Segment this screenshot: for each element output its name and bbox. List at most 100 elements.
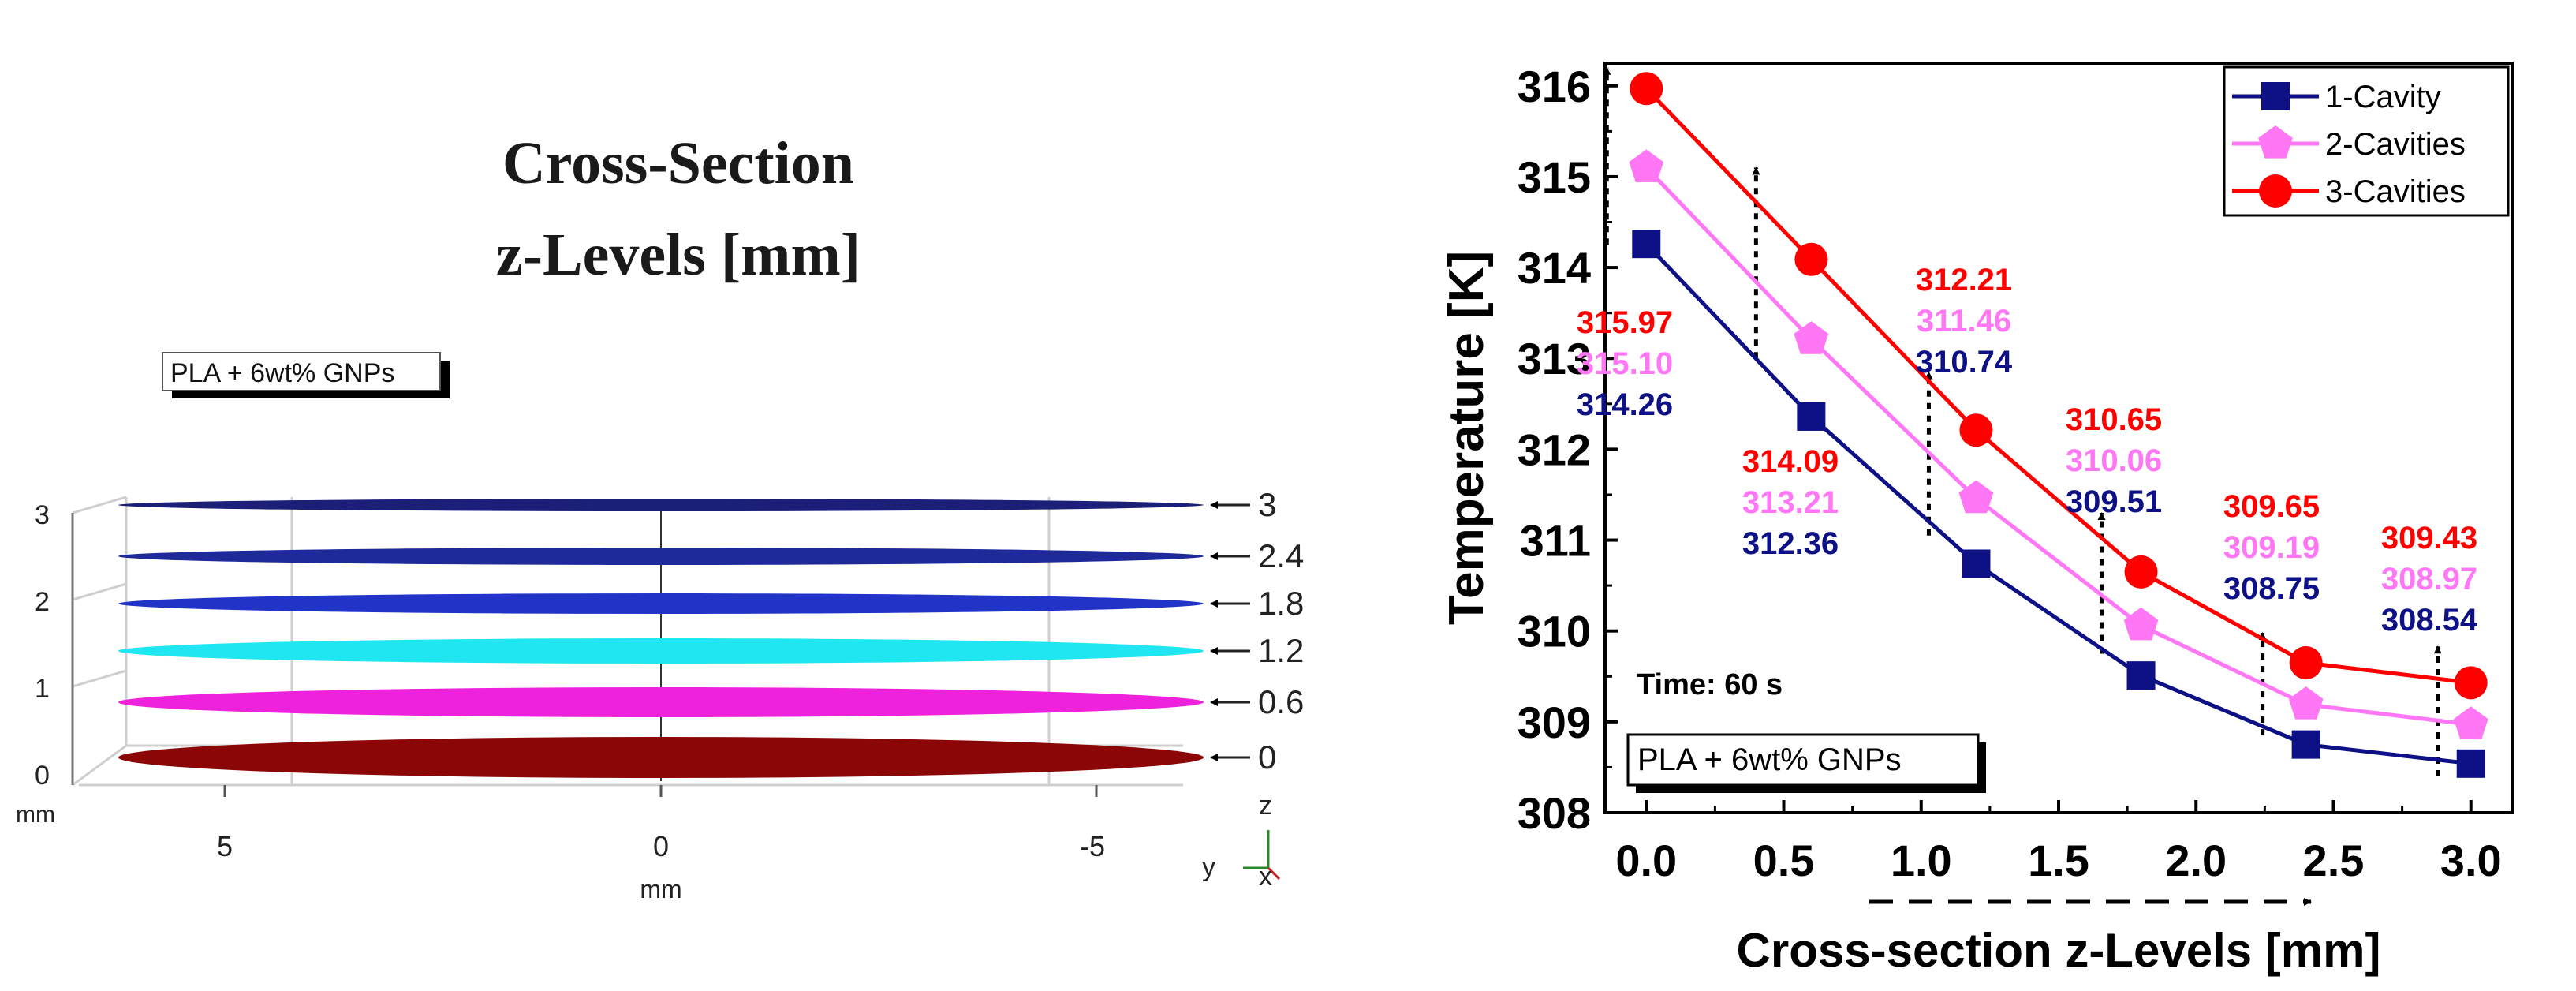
z-tick-0: 0	[35, 761, 50, 791]
y-tick-label: 312	[1518, 424, 1591, 474]
series-line-1	[1645, 242, 2471, 766]
data-point-3	[1959, 413, 1993, 447]
x-axis-title: Cross-section z-Levels [mm]	[1737, 924, 2381, 977]
x-tick-0: 0	[653, 830, 669, 862]
level-ellipse-0	[118, 499, 1204, 511]
level-label-0: 3	[1258, 486, 1276, 523]
data-point-3	[2124, 555, 2158, 589]
chart-material-box: PLA + 6wt% GNPs	[1626, 733, 1986, 793]
coordinate-triad: z y x	[1202, 791, 1281, 892]
data-label-2: 310.06	[2066, 443, 2162, 478]
data-point-3	[2289, 646, 2323, 679]
data-label-2: 311.46	[1917, 304, 2011, 338]
z-tick-3: 3	[35, 500, 50, 530]
data-label-2: 315.10	[1577, 346, 1673, 381]
data-label-1: 308.75	[2223, 571, 2320, 606]
data-point-3	[1794, 242, 1828, 276]
data-label-1: 314.26	[1577, 387, 1673, 422]
material-label: PLA + 6wt% GNPs	[170, 358, 394, 388]
data-labels: 315.97 315.10 314.26 314.09 313.21 312.36 312.…	[1577, 263, 2478, 638]
data-point-1	[1962, 549, 1991, 578]
data-point-2	[1629, 149, 1664, 182]
series-line-2	[1645, 166, 2472, 727]
chart-material-label: PLA + 6wt% GNPs	[1637, 742, 1902, 777]
x-axis-unit: mm	[640, 875, 681, 903]
legend: 1-Cavity 2-Cavities 3-Cavities	[2223, 65, 2510, 217]
y-axis-title: Temperature [K]	[1439, 251, 1494, 625]
level-label-3: 1.2	[1258, 632, 1304, 669]
material-label-box: PLA + 6wt% GNPs	[162, 352, 450, 398]
cross-section-panel: Cross-Section z-Levels [mm] PLA + 6wt% G…	[16, 130, 1304, 903]
x-tick-label: 1.0	[1891, 836, 1952, 885]
y-tick-label: 316	[1518, 62, 1591, 111]
x-tick-neg5: -5	[1080, 830, 1105, 862]
triad-y: y	[1202, 852, 1215, 882]
x-tick-marks	[223, 785, 1098, 797]
cross-section-title-line2: z-Levels [mm]	[496, 222, 861, 288]
data-point-2	[1958, 480, 1994, 514]
z-tick-2: 2	[35, 587, 50, 617]
x-tick-label: 1.5	[2028, 836, 2089, 885]
data-label-1: 310.74	[1916, 345, 2013, 380]
data-point-2	[2288, 686, 2324, 720]
z-axis-unit: mm	[16, 802, 55, 828]
z-tick-1: 1	[35, 674, 50, 704]
data-point-2	[2453, 706, 2488, 739]
level-label-5: 0	[1258, 739, 1276, 776]
y-tick-label: 308	[1518, 788, 1591, 838]
data-label-2: 313.21	[1742, 485, 1839, 520]
legend-label-1: 1-Cavity	[2325, 80, 2441, 114]
data-label-1: 309.51	[2066, 484, 2162, 519]
y-tick-label: 309	[1518, 697, 1591, 747]
series-line-3	[1645, 87, 2472, 685]
x-tick-5: 5	[217, 830, 233, 862]
legend-marker-3	[2259, 174, 2292, 208]
legend-label-2: 2-Cavities	[2325, 127, 2466, 162]
temperature-chart: 308 309 310 311 312 313 314 315 316 0.0 0.5 1.0 1.5 2…	[1439, 62, 2514, 977]
data-point-3	[2454, 666, 2488, 700]
series-lines	[1629, 72, 2488, 778]
data-point-1	[2126, 661, 2156, 690]
level-ellipse-5	[118, 737, 1204, 778]
legend-marker-2	[2258, 125, 2293, 159]
level-label-1: 2.4	[1258, 537, 1304, 574]
data-label-3: 309.65	[2223, 489, 2320, 524]
data-label-3: 312.21	[1916, 263, 2012, 297]
y-tick-label: 311	[1520, 516, 1591, 566]
data-point-2	[2123, 607, 2159, 641]
cross-section-title-line1: Cross-Section	[502, 130, 854, 196]
data-label-3: 310.65	[2066, 402, 2162, 437]
level-ellipse-1	[118, 548, 1204, 565]
x-tick-label: 2.5	[2303, 836, 2365, 885]
data-label-1: 312.36	[1742, 526, 1839, 561]
data-label-1: 308.54	[2381, 603, 2478, 638]
triad-z: z	[1259, 791, 1272, 821]
level-label-2: 1.8	[1258, 585, 1304, 622]
data-label-2: 309.19	[2223, 530, 2320, 565]
y-tick-label: 315	[1518, 152, 1591, 202]
level-ellipse-2	[118, 593, 1204, 614]
y-tick-label: 314	[1518, 243, 1591, 293]
level-label-4: 0.6	[1258, 683, 1304, 720]
data-point-1	[2456, 749, 2485, 778]
data-label-2: 308.97	[2381, 562, 2477, 596]
y-tick-label: 310	[1518, 607, 1591, 656]
legend-marker-1	[2261, 82, 2290, 110]
data-label-3: 314.09	[1742, 444, 1839, 479]
data-point-2	[1794, 321, 1829, 354]
y-tick-label: 313	[1518, 334, 1591, 383]
x-tick-label: 0.0	[1615, 836, 1677, 885]
cross-section-levels: 3 2.4 1.8 1.2 0.6 0	[118, 486, 1304, 778]
data-label-3: 315.97	[1577, 305, 1673, 340]
triad-x: x	[1259, 862, 1272, 892]
data-point-1	[1632, 230, 1661, 259]
axis-ticks: 308 309 310 311 312 313 314 315 316 0.0 0.5 1.0 1.5 2…	[1518, 62, 2502, 885]
level-ellipse-4	[118, 687, 1204, 717]
x-tick-label: 0.5	[1753, 836, 1815, 885]
time-annotation: Time: 60 s	[1637, 668, 1783, 701]
x-tick-label: 3.0	[2440, 836, 2502, 885]
data-label-3: 309.43	[2381, 521, 2477, 555]
legend-label-3: 3-Cavities	[2325, 174, 2466, 209]
data-point-3	[1630, 72, 1663, 106]
